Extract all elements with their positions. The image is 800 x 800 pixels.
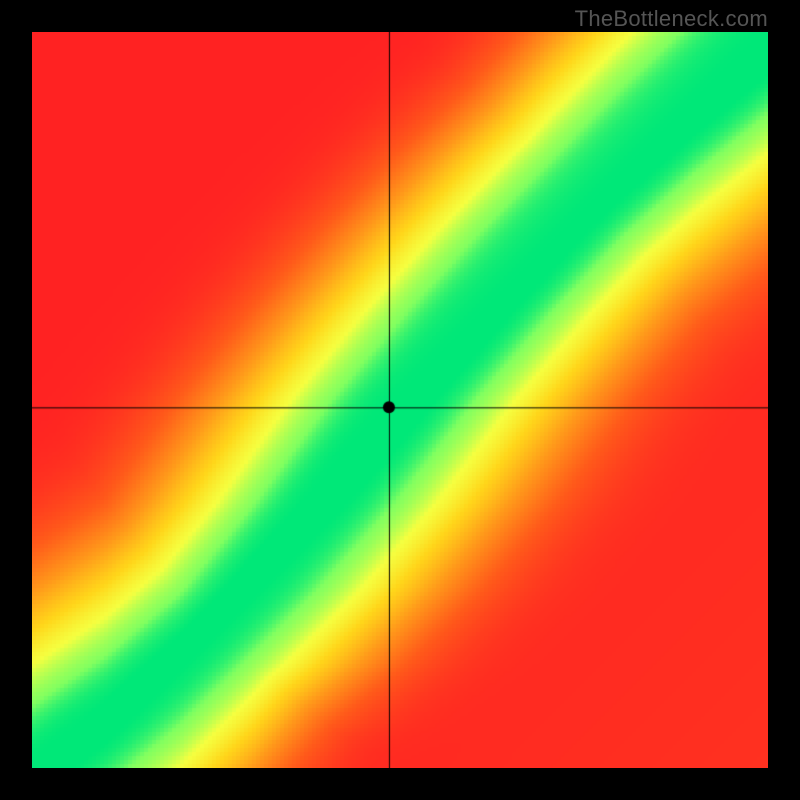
watermark-label: TheBottleneck.com (575, 6, 768, 32)
heatmap-canvas (32, 32, 768, 768)
chart-container: TheBottleneck.com (0, 0, 800, 800)
